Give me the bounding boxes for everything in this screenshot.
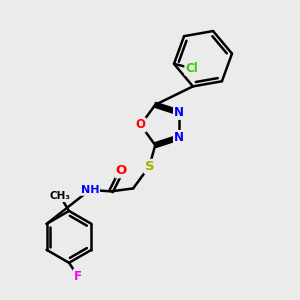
Text: S: S — [145, 160, 154, 173]
Text: N: N — [174, 131, 184, 144]
Text: O: O — [116, 164, 127, 177]
Text: Cl: Cl — [185, 62, 198, 75]
Text: F: F — [74, 269, 82, 283]
Text: CH₃: CH₃ — [50, 191, 71, 201]
Text: O: O — [136, 118, 146, 131]
Text: N: N — [174, 106, 184, 119]
Text: NH: NH — [81, 185, 99, 195]
